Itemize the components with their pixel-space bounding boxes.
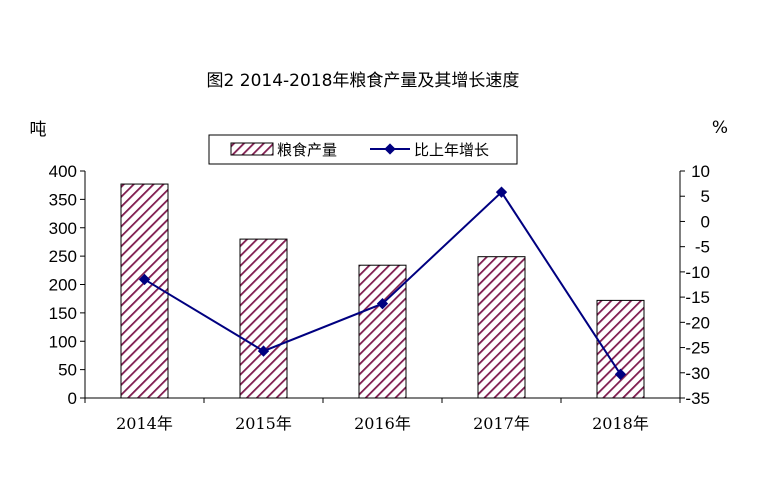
legend-swatch-bar (230, 142, 274, 156)
legend-swatch-marker (384, 143, 396, 155)
y-tick-label: 400 (49, 162, 77, 181)
y2-tick-label: 10 (691, 162, 710, 181)
chart-title: 图2 2014-2018年粮食产量及其增长速度 (207, 71, 520, 91)
y2-tick-label: -30 (685, 364, 710, 383)
plot-area: 050100150200250300350400-35-30-25-20-15-… (49, 162, 710, 433)
x-tick-label: 2014年 (116, 414, 173, 433)
y2-tick-label: -25 (685, 339, 710, 358)
x-tick-label: 2018年 (592, 414, 649, 433)
legend-label-growth: 比上年增长 (414, 141, 489, 159)
y-tick-label: 100 (49, 332, 77, 351)
y2-tick-label: -35 (685, 389, 710, 408)
bar-2014年 (120, 183, 169, 399)
y-tick-label: 300 (49, 219, 77, 238)
y2-tick-label: -20 (685, 313, 710, 332)
y-tick-label: 50 (58, 361, 77, 380)
y-tick-label: 200 (49, 276, 77, 295)
legend: 粮食产量 比上年增长 (208, 134, 518, 165)
y-tick-label: 150 (49, 304, 77, 323)
x-tick-label: 2016年 (354, 414, 411, 433)
y-axis-unit: 吨 (30, 120, 47, 140)
growth-point-2018年 (614, 368, 627, 380)
y2-tick-label: -10 (685, 263, 710, 282)
bar-2017年 (477, 256, 526, 399)
y-tick-label: 350 (49, 190, 77, 209)
x-tick-label: 2015年 (235, 414, 292, 433)
growth-point-2016年 (376, 298, 389, 310)
growth-point-2015年 (257, 345, 270, 357)
legend-label-production: 粮食产量 (277, 141, 337, 159)
y2-axis-unit: % (712, 118, 728, 138)
bar-2016年 (358, 264, 407, 399)
y-tick-label: 0 (68, 389, 77, 408)
growth-point-2014年 (138, 273, 151, 286)
y-tick-label: 250 (49, 247, 77, 266)
bar-2015年 (239, 238, 288, 399)
y2-tick-label: -15 (685, 288, 710, 307)
y2-tick-label: 0 (701, 212, 710, 231)
x-tick-label: 2017年 (473, 414, 530, 433)
y2-tick-label: -5 (695, 238, 710, 257)
y2-tick-label: 5 (701, 187, 710, 206)
growth-point-2017年 (495, 186, 508, 198)
